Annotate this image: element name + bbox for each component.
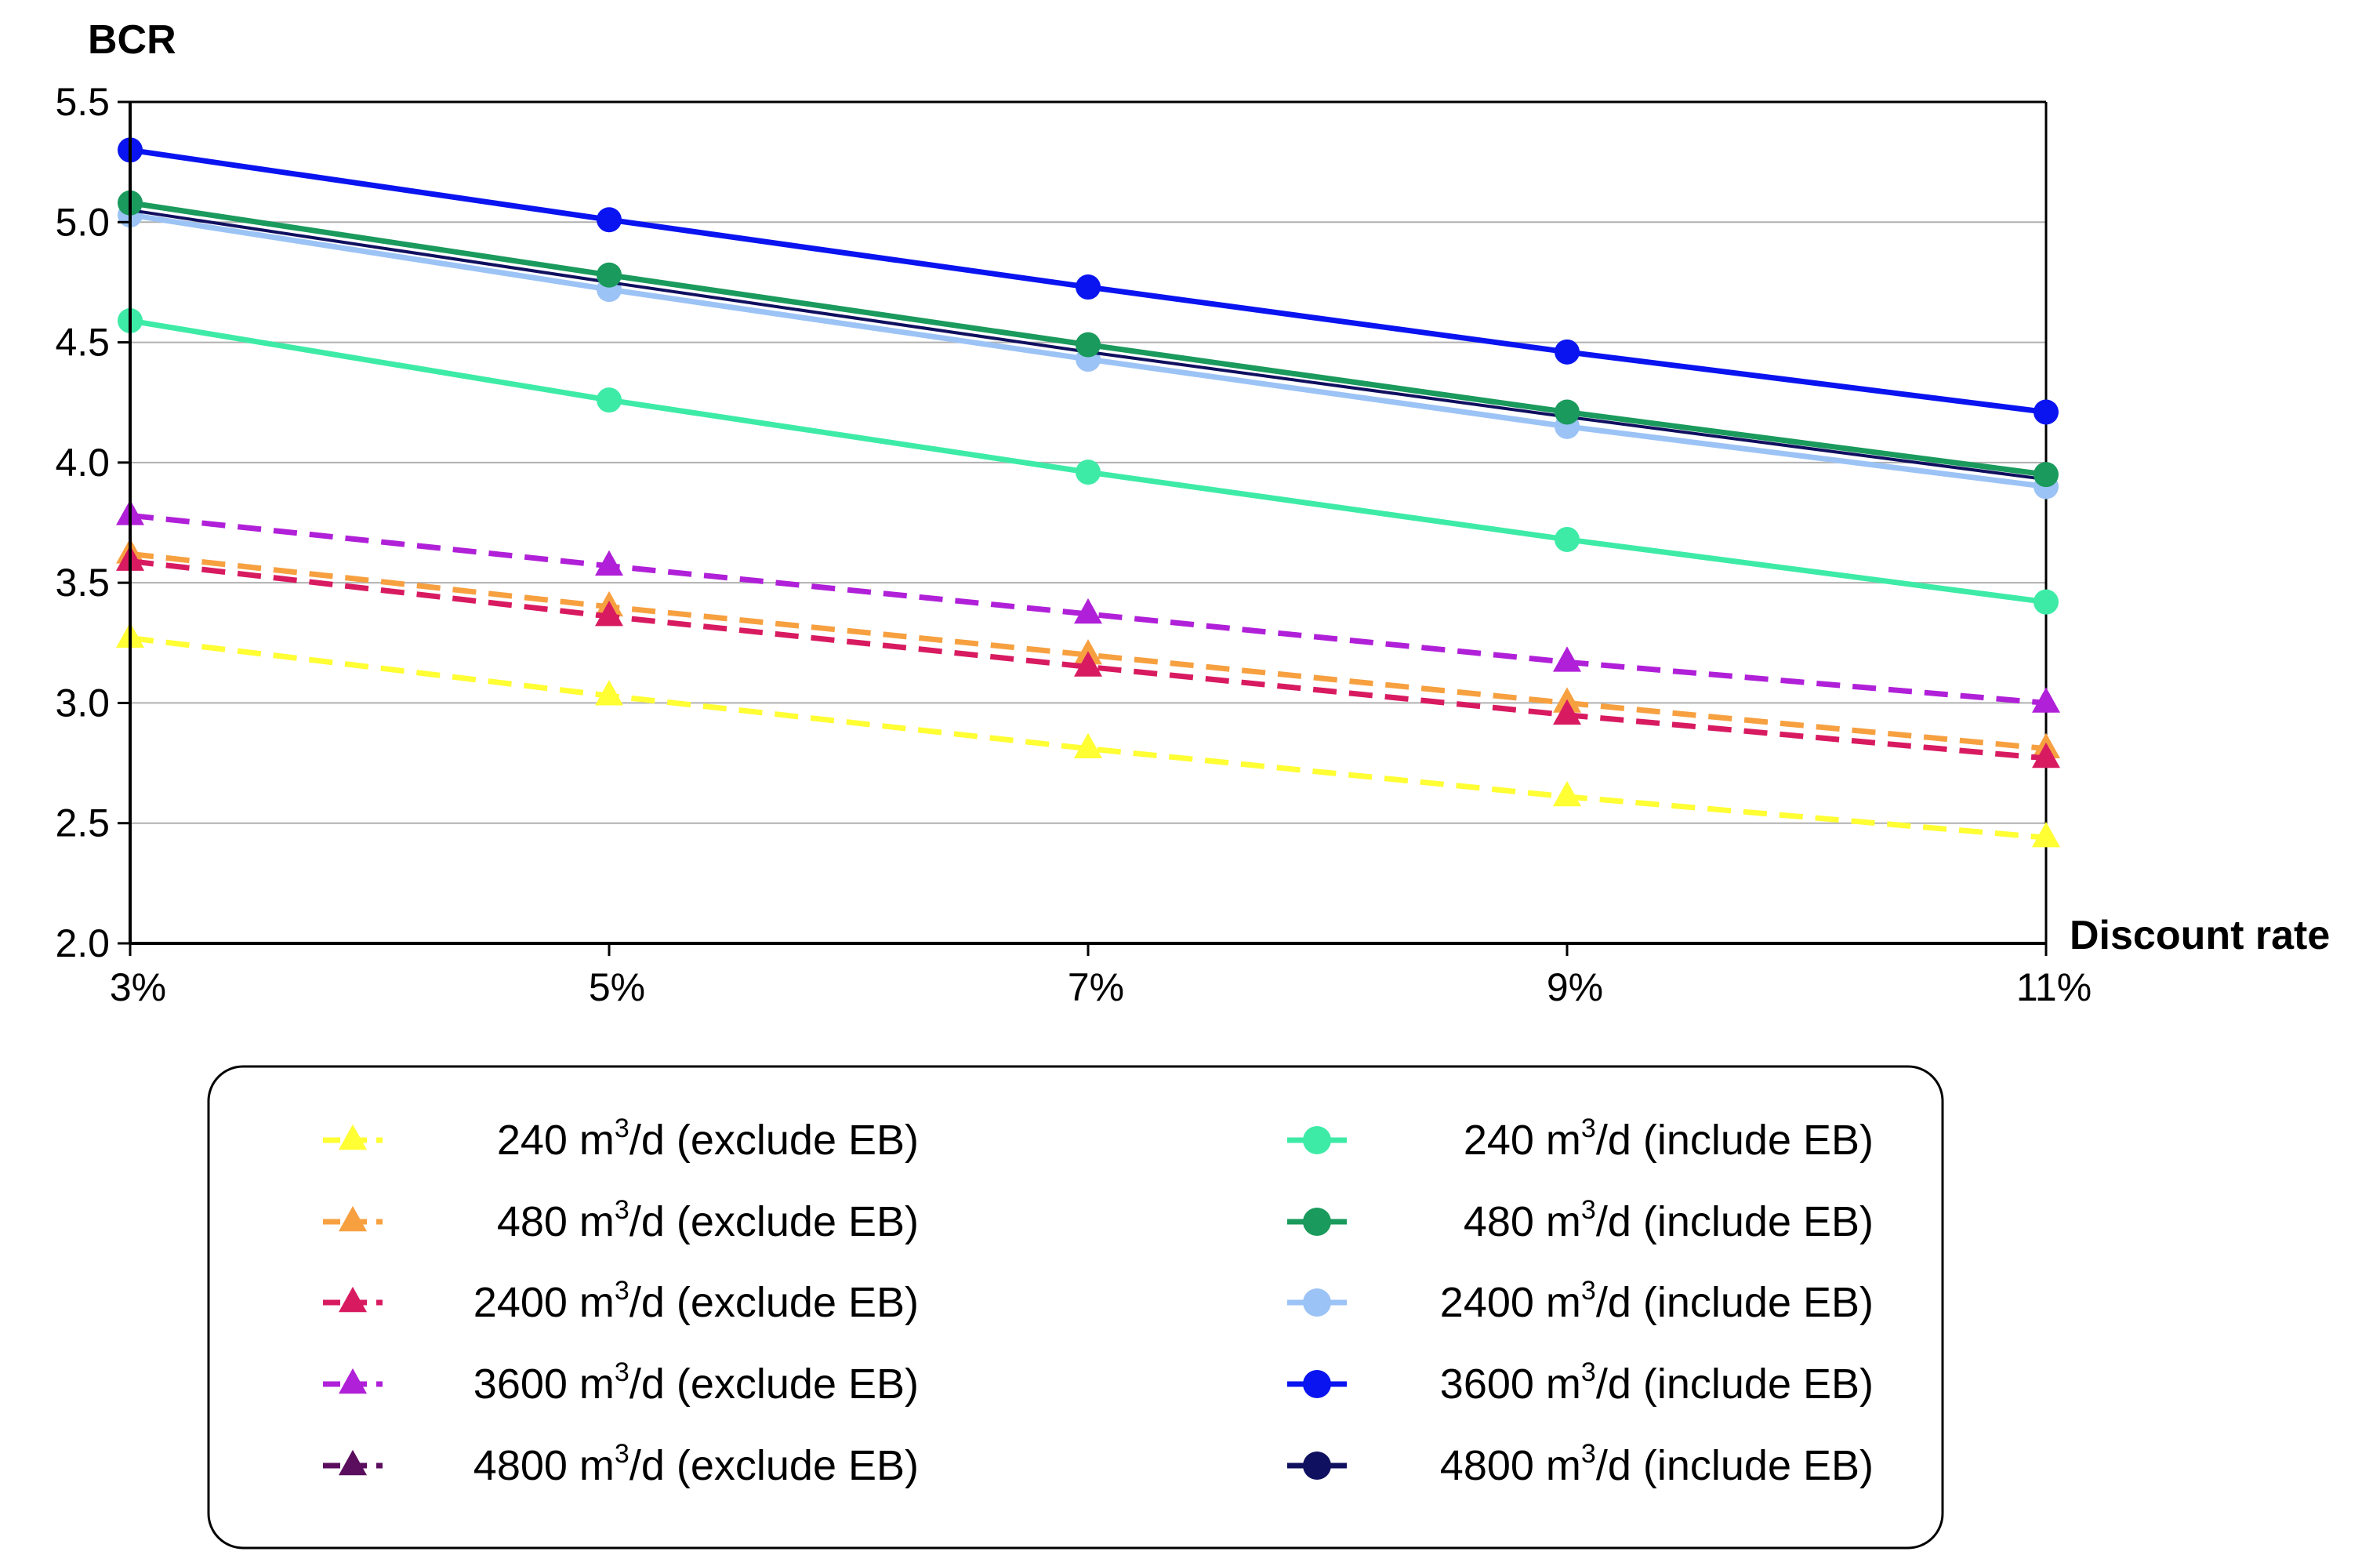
legend-item-s3600i: 3600 m3/d (include EB) — [1287, 1357, 1874, 1408]
legend-label: 3600 m3/d (exclude EB) — [473, 1357, 919, 1408]
data-point — [1074, 732, 1102, 758]
series-s3600x — [116, 500, 2060, 713]
y-tick-label: 5.0 — [55, 200, 110, 244]
legend-marker — [339, 1205, 367, 1232]
data-point — [595, 550, 623, 576]
series-line — [129, 550, 2047, 752]
series-s480x — [116, 538, 2060, 758]
y-tick-label: 4.0 — [55, 441, 110, 485]
x-tick-label: 5% — [589, 965, 645, 1009]
x-tick-label: 7% — [1068, 965, 1124, 1009]
y-axis-title: BCR — [88, 17, 176, 63]
legend-label: 2400 m3/d (exclude EB) — [473, 1276, 919, 1326]
legend-label: 480 m3/d (include EB) — [1464, 1195, 1874, 1245]
legend-label: 2400 m3/d (include EB) — [1440, 1276, 1874, 1326]
plot-area — [130, 100, 2048, 943]
legend-label: 4800 m3/d (exclude EB) — [473, 1439, 919, 1489]
y-tick-label: 5.5 — [55, 80, 110, 124]
data-point — [2032, 687, 2060, 713]
legend-item-s4800x: 4800 m3/d (exclude EB) — [323, 1439, 919, 1489]
data-point — [1076, 460, 1101, 485]
y-tick-label: 3.0 — [55, 681, 110, 725]
legend-label: 480 m3/d (exclude EB) — [497, 1195, 919, 1245]
data-point — [2034, 462, 2059, 488]
y-tick-label: 4.5 — [55, 321, 110, 365]
data-point — [1553, 780, 1581, 807]
legend-marker — [339, 1124, 367, 1150]
legend-box — [207, 1065, 1944, 1550]
data-point — [1074, 598, 1102, 624]
data-point — [1553, 646, 1581, 672]
legend-marker — [339, 1286, 367, 1313]
legend-item-s480i: 480 m3/d (include EB) — [1287, 1195, 1874, 1245]
legend-marker — [1303, 1452, 1331, 1480]
data-point — [1553, 699, 1581, 725]
axes: 2.0 2.5 3.0 3.5 4.0 4.5 5.0 5.5 3% 5% 7% 9% 11% — [55, 80, 2092, 1009]
legend-item-s2400x: 2400 m3/d (exclude EB) — [323, 1276, 919, 1326]
data-point — [595, 600, 623, 627]
series-s480i — [118, 190, 2059, 488]
series-lines — [116, 137, 2060, 848]
series-line — [129, 512, 2047, 706]
legend-item-s4800i: 4800 m3/d (include EB) — [1287, 1439, 1874, 1489]
data-point — [1555, 339, 1580, 365]
legend-label: 3600 m3/d (include EB) — [1440, 1357, 1874, 1408]
series-line — [129, 635, 2047, 841]
legend-marker — [1303, 1288, 1331, 1317]
x-tick-label: 11% — [2016, 965, 2092, 1009]
data-point — [597, 207, 622, 233]
legend: 240 m3/d (exclude EB) 480 m3/d (exclude E… — [207, 1065, 1944, 1550]
legend-item-s240i: 240 m3/d (include EB) — [1287, 1114, 1874, 1164]
data-point — [595, 680, 623, 706]
y-tick-label: 3.5 — [55, 561, 110, 605]
data-point — [1555, 399, 1580, 425]
data-point — [1076, 274, 1101, 300]
x-tick-label: 3% — [110, 965, 166, 1009]
x-axis-title: Discount rate — [2070, 913, 2330, 958]
data-point — [2032, 822, 2060, 848]
legend-marker — [339, 1449, 367, 1476]
legend-label: 240 m3/d (exclude EB) — [497, 1114, 919, 1164]
series-s240x — [116, 622, 2060, 848]
series-s3600i — [118, 137, 2059, 425]
data-point — [1555, 526, 1580, 552]
data-point — [2034, 589, 2059, 615]
data-point — [2034, 399, 2059, 425]
legend-item-s3600x: 3600 m3/d (exclude EB) — [323, 1357, 919, 1408]
data-point — [2032, 742, 2060, 768]
data-point — [1076, 332, 1101, 358]
y-tick-label: 2.0 — [55, 921, 110, 965]
data-point — [597, 262, 622, 288]
data-point — [1074, 651, 1102, 677]
series-line — [129, 558, 2047, 761]
legend-marker — [1303, 1370, 1331, 1398]
legend-marker — [339, 1368, 367, 1394]
legend-item-s480x: 480 m3/d (exclude EB) — [323, 1195, 919, 1245]
legend-label: 4800 m3/d (include EB) — [1440, 1439, 1874, 1489]
legend-item-s2400i: 2400 m3/d (include EB) — [1287, 1276, 1874, 1326]
legend-marker — [1303, 1126, 1331, 1154]
legend-marker — [1303, 1208, 1331, 1236]
legend-label: 240 m3/d (include EB) — [1464, 1114, 1874, 1164]
data-point — [597, 387, 622, 413]
y-tick-label: 2.5 — [55, 801, 110, 845]
x-tick-label: 9% — [1547, 965, 1603, 1009]
legend-item-s240x: 240 m3/d (exclude EB) — [323, 1114, 919, 1164]
